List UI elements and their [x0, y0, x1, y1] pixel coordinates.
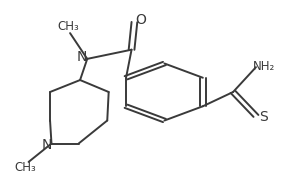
Text: CH₃: CH₃ — [15, 161, 37, 174]
Text: O: O — [135, 13, 146, 27]
Text: N: N — [42, 138, 52, 152]
Text: NH₂: NH₂ — [253, 60, 275, 73]
Text: CH₃: CH₃ — [58, 20, 80, 33]
Text: S: S — [259, 110, 267, 124]
Text: N: N — [77, 50, 87, 64]
